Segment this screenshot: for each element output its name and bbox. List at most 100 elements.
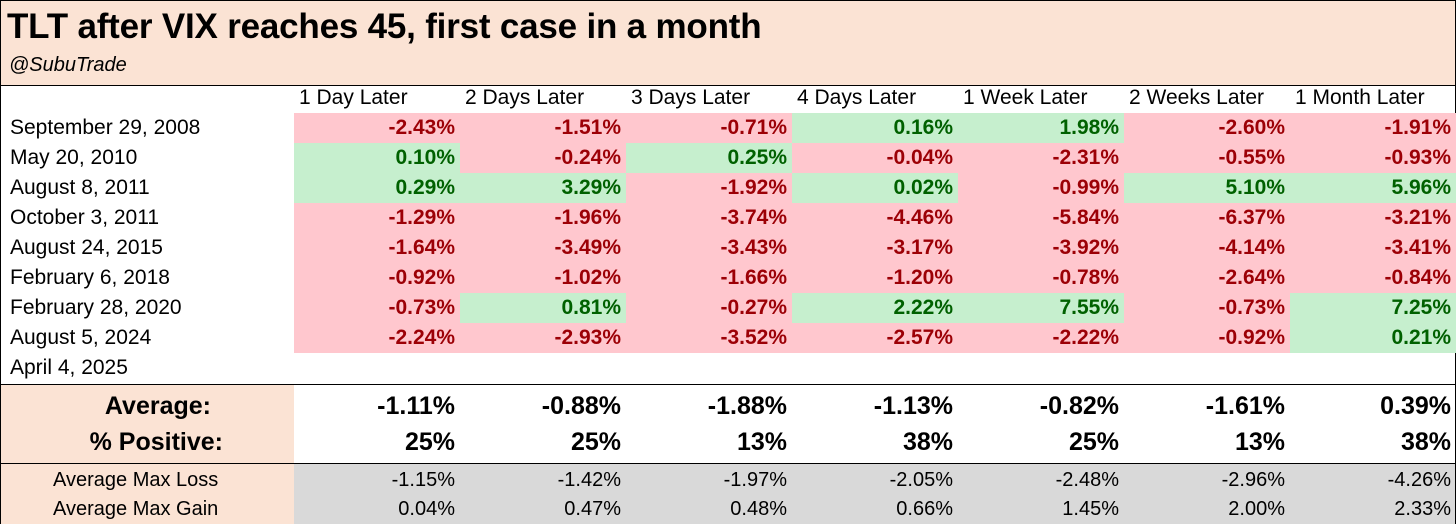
positive-value: 13% <box>1234 428 1285 456</box>
max-loss-value: -1.97% <box>723 469 787 491</box>
average-value: 0.39% <box>1380 392 1451 420</box>
return-cell: -4.46% <box>792 203 958 233</box>
max-loss-value: -1.15% <box>391 469 455 491</box>
return-cell: 1.98% <box>958 113 1124 143</box>
return-cell: -1.20% <box>792 263 958 293</box>
return-cell: -1.96% <box>460 203 626 233</box>
max-loss-label: Average Max Loss <box>53 469 219 491</box>
return-cell: -0.84% <box>1290 263 1456 293</box>
max-gain-value: 2.33% <box>1394 498 1451 520</box>
return-cell: -2.22% <box>958 323 1124 353</box>
return-cell: -0.71% <box>626 113 792 143</box>
positive-value: 38% <box>1400 428 1451 456</box>
return-cell: -2.93% <box>460 323 626 353</box>
return-cell: -2.31% <box>958 143 1124 173</box>
return-cell: 0.21% <box>1290 323 1456 353</box>
row-date: August 5, 2024 <box>10 326 152 349</box>
row-date: May 20, 2010 <box>10 146 138 169</box>
average-value: -0.82% <box>1039 392 1119 420</box>
chart-title: TLT after VIX reaches 45, first case in … <box>7 7 762 46</box>
max-loss-value: -2.05% <box>889 469 953 491</box>
return-cell: -2.57% <box>792 323 958 353</box>
return-cell: -3.17% <box>792 233 958 263</box>
return-cell: -0.04% <box>792 143 958 173</box>
return-cell: -0.92% <box>1124 323 1290 353</box>
max-loss-value: -1.42% <box>557 469 621 491</box>
return-cell: -2.64% <box>1124 263 1290 293</box>
max-gain-value: 0.48% <box>730 498 787 520</box>
column-header: 4 Days Later <box>797 86 917 109</box>
max-gain-value: 2.00% <box>1228 498 1285 520</box>
return-cell: 0.81% <box>460 293 626 323</box>
positive-value: 25% <box>570 428 621 456</box>
positive-value: 38% <box>902 428 953 456</box>
average-value: -0.88% <box>541 392 621 420</box>
return-cell: -4.14% <box>1124 233 1290 263</box>
return-cell: 7.55% <box>958 293 1124 323</box>
return-cell: -2.43% <box>294 113 460 143</box>
return-cell: -3.52% <box>626 323 792 353</box>
return-cell: -5.84% <box>958 203 1124 233</box>
max-loss-value: -2.96% <box>1221 469 1285 491</box>
max-gain-label: Average Max Gain <box>53 498 219 520</box>
column-header: 2 Weeks Later <box>1129 86 1265 109</box>
row-date: August 8, 2011 <box>10 176 150 199</box>
return-cell: -3.41% <box>1290 233 1456 263</box>
return-cell: -0.99% <box>958 173 1124 203</box>
return-cell: 0.29% <box>294 173 460 203</box>
return-cell: -3.43% <box>626 233 792 263</box>
return-cell: 5.96% <box>1290 173 1456 203</box>
max-values-panel <box>294 463 1455 524</box>
return-cell: -0.27% <box>626 293 792 323</box>
return-cell: 0.16% <box>792 113 958 143</box>
column-header: 1 Month Later <box>1295 86 1425 109</box>
return-cell: -1.91% <box>1290 113 1456 143</box>
return-cell: -3.49% <box>460 233 626 263</box>
column-header: 3 Days Later <box>631 86 751 109</box>
return-cell: 5.10% <box>1124 173 1290 203</box>
average-label: Average: <box>104 392 211 420</box>
chart-subtitle: @SubuTrade <box>9 54 127 76</box>
summary-divider <box>1 384 1455 385</box>
return-cell: 0.25% <box>626 143 792 173</box>
average-value: -1.88% <box>707 392 787 420</box>
average-value: -1.61% <box>1205 392 1285 420</box>
positive-value: 25% <box>404 428 455 456</box>
column-header: 2 Days Later <box>465 86 585 109</box>
row-date: April 4, 2025 <box>10 356 128 379</box>
column-header: 1 Day Later <box>299 86 408 109</box>
return-cell: -0.93% <box>1290 143 1456 173</box>
max-gain-value: 0.66% <box>896 498 953 520</box>
return-cell: -0.55% <box>1124 143 1290 173</box>
positive-label: % Positive: <box>89 428 223 456</box>
row-date: February 6, 2018 <box>10 266 170 289</box>
positive-value: 25% <box>1068 428 1119 456</box>
return-cell: -2.60% <box>1124 113 1290 143</box>
return-cell: -3.74% <box>626 203 792 233</box>
max-gain-value: 0.47% <box>564 498 621 520</box>
return-cell: 7.25% <box>1290 293 1456 323</box>
return-cell: -1.64% <box>294 233 460 263</box>
max-gain-value: 0.04% <box>398 498 455 520</box>
column-header: 1 Week Later <box>963 86 1088 109</box>
max-gain-value: 1.45% <box>1062 498 1119 520</box>
return-cell: -2.24% <box>294 323 460 353</box>
return-cell: -0.24% <box>460 143 626 173</box>
return-cell: -0.92% <box>294 263 460 293</box>
average-value: -1.13% <box>873 392 953 420</box>
return-cell: 0.10% <box>294 143 460 173</box>
return-cell: -1.51% <box>460 113 626 143</box>
return-cell: 0.02% <box>792 173 958 203</box>
row-date: August 24, 2015 <box>10 236 163 259</box>
return-cell: -0.73% <box>294 293 460 323</box>
max-loss-value: -2.48% <box>1055 469 1119 491</box>
return-cell: 2.22% <box>792 293 958 323</box>
return-cell: 3.29% <box>460 173 626 203</box>
max-loss-value: -4.26% <box>1387 469 1451 491</box>
return-cell: -1.66% <box>626 263 792 293</box>
return-cell: -1.29% <box>294 203 460 233</box>
row-date: September 29, 2008 <box>10 116 201 139</box>
return-cell: -3.92% <box>958 233 1124 263</box>
row-date: October 3, 2011 <box>10 206 160 229</box>
